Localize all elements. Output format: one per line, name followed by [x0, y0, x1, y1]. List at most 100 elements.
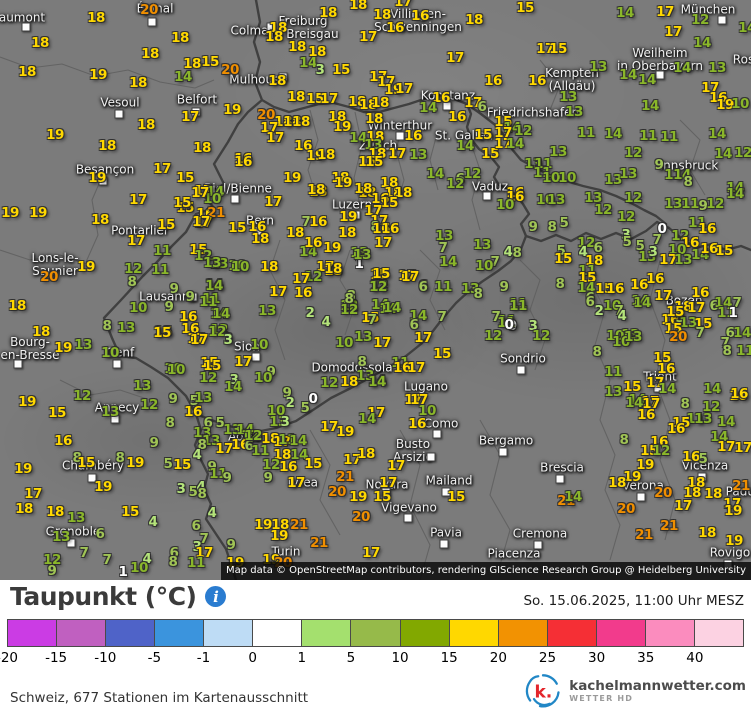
- station-value[interactable]: 19: [384, 82, 402, 98]
- station-value[interactable]: 20: [40, 269, 58, 285]
- station-value[interactable]: 18: [365, 111, 383, 127]
- station-value[interactable]: 7: [437, 309, 447, 325]
- station-value[interactable]: 14: [290, 447, 308, 463]
- station-value[interactable]: 7: [102, 552, 112, 568]
- station-value[interactable]: 18: [683, 485, 701, 501]
- station-value[interactable]: 15: [176, 200, 194, 216]
- station-value[interactable]: 13: [589, 59, 607, 75]
- station-value[interactable]: 15: [447, 489, 465, 505]
- station-value[interactable]: 8: [680, 396, 690, 412]
- station-value[interactable]: 17: [273, 434, 291, 450]
- station-value[interactable]: 17: [129, 192, 147, 208]
- station-value[interactable]: 17: [664, 24, 682, 40]
- station-value[interactable]: 13: [674, 252, 692, 268]
- station-value[interactable]: 15: [121, 504, 139, 520]
- station-value[interactable]: 13: [604, 384, 622, 400]
- station-value[interactable]: 10: [130, 560, 148, 576]
- station-value[interactable]: 17: [646, 375, 664, 391]
- station-value[interactable]: 18: [137, 117, 155, 133]
- station-value[interactable]: 18: [308, 44, 326, 60]
- station-value[interactable]: 0: [504, 317, 514, 333]
- station-value[interactable]: 8: [683, 174, 693, 190]
- station-value[interactable]: 17: [195, 545, 213, 561]
- station-value[interactable]: 13: [409, 147, 427, 163]
- station-value[interactable]: 18: [129, 75, 147, 91]
- station-value[interactable]: 10: [542, 170, 560, 186]
- station-value[interactable]: 4: [196, 479, 206, 495]
- station-value[interactable]: 4: [321, 314, 331, 330]
- station-value[interactable]: 15: [228, 220, 246, 236]
- station-value[interactable]: 18: [287, 89, 305, 105]
- station-value[interactable]: 3: [229, 372, 239, 388]
- station-value[interactable]: 14: [658, 381, 676, 397]
- station-value[interactable]: 16: [179, 309, 197, 325]
- station-value[interactable]: 12: [43, 552, 61, 568]
- station-value[interactable]: 18: [331, 170, 349, 186]
- station-value[interactable]: 17: [343, 452, 361, 468]
- station-value[interactable]: 16: [630, 277, 648, 293]
- station-value[interactable]: 5: [635, 238, 645, 254]
- station-value[interactable]: 3: [528, 318, 538, 334]
- station-value[interactable]: 14: [714, 146, 732, 162]
- station-value[interactable]: 13: [210, 256, 228, 272]
- station-value[interactable]: 15: [370, 267, 388, 283]
- station-value[interactable]: 17: [373, 335, 391, 351]
- station-value[interactable]: 16: [700, 241, 718, 257]
- station-value[interactable]: 17: [374, 235, 392, 251]
- station-value[interactable]: 17: [187, 331, 205, 347]
- station-value[interactable]: 18: [193, 140, 211, 156]
- station-value[interactable]: 5: [163, 456, 173, 472]
- station-value[interactable]: 13: [67, 510, 85, 526]
- station-value[interactable]: 18: [274, 114, 292, 130]
- station-value[interactable]: 15: [203, 358, 221, 374]
- station-value[interactable]: 17: [287, 475, 305, 491]
- station-value[interactable]: 8: [592, 344, 602, 360]
- station-value[interactable]: 11: [153, 243, 171, 259]
- station-value[interactable]: 4: [207, 505, 217, 521]
- station-value[interactable]: 13: [549, 144, 567, 160]
- station-value[interactable]: 10: [612, 334, 630, 350]
- station-value[interactable]: 8: [102, 318, 112, 334]
- station-value[interactable]: 8: [197, 486, 207, 502]
- station-value[interactable]: 9: [282, 385, 292, 401]
- station-value[interactable]: 14: [710, 429, 728, 445]
- station-value[interactable]: 12: [320, 375, 338, 391]
- station-value[interactable]: 13: [202, 433, 220, 449]
- station-value[interactable]: 14: [604, 126, 622, 142]
- station-value[interactable]: 15: [666, 304, 684, 320]
- station-value[interactable]: 18: [338, 225, 356, 241]
- station-value[interactable]: 17: [642, 396, 660, 412]
- station-value[interactable]: 16: [184, 404, 202, 420]
- station-value[interactable]: 17: [654, 288, 672, 304]
- station-value[interactable]: 15: [640, 443, 658, 459]
- station-value[interactable]: 14: [426, 166, 444, 182]
- station-value[interactable]: 18: [366, 129, 384, 145]
- station-value[interactable]: 16: [698, 221, 716, 237]
- station-value[interactable]: 18: [261, 431, 279, 447]
- station-value[interactable]: 2: [594, 303, 604, 319]
- station-value[interactable]: 17: [446, 50, 464, 66]
- station-value[interactable]: 19: [14, 461, 32, 477]
- station-value[interactable]: 17: [191, 185, 209, 201]
- station-value[interactable]: 14: [205, 277, 223, 293]
- station-value[interactable]: 18: [8, 298, 26, 314]
- station-value[interactable]: 12: [241, 428, 259, 444]
- station-value[interactable]: 16: [637, 407, 655, 423]
- station-value[interactable]: 14: [205, 278, 223, 294]
- station-value[interactable]: 14: [236, 422, 254, 438]
- station-value[interactable]: 15: [672, 415, 690, 431]
- station-value[interactable]: 15: [304, 456, 322, 472]
- station-value[interactable]: 17: [316, 259, 334, 275]
- station-value[interactable]: 18: [465, 12, 483, 28]
- station-value[interactable]: 15: [332, 62, 350, 78]
- station-value[interactable]: 19: [636, 457, 654, 473]
- station-value[interactable]: 9: [499, 279, 509, 295]
- station-value[interactable]: 15: [653, 350, 671, 366]
- station-value[interactable]: 18: [271, 517, 289, 533]
- station-value[interactable]: 7: [695, 325, 705, 341]
- station-value[interactable]: 8: [357, 354, 367, 370]
- station-value[interactable]: 13: [193, 425, 211, 441]
- station-value[interactable]: 17: [370, 213, 388, 229]
- station-value[interactable]: 19: [77, 259, 95, 275]
- station-value[interactable]: 21: [290, 517, 308, 533]
